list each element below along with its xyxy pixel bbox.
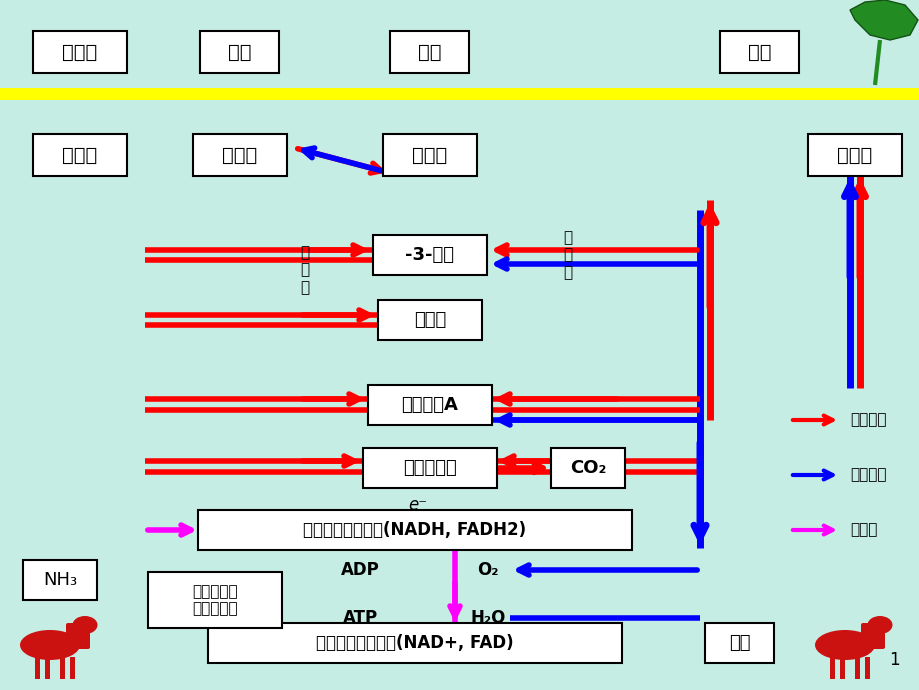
FancyBboxPatch shape	[807, 134, 901, 176]
FancyBboxPatch shape	[368, 385, 492, 425]
Text: 多糖: 多糖	[418, 43, 441, 61]
FancyBboxPatch shape	[208, 623, 621, 663]
Bar	[45, 657, 50, 679]
FancyBboxPatch shape	[705, 623, 774, 663]
Text: 1: 1	[889, 651, 899, 669]
FancyBboxPatch shape	[33, 31, 127, 73]
FancyBboxPatch shape	[382, 134, 476, 176]
Bar	[70, 657, 75, 679]
Bar	[854, 657, 859, 679]
Text: 葡萄糖: 葡萄糖	[412, 146, 448, 164]
Bar	[35, 657, 40, 679]
Text: e⁻: e⁻	[408, 496, 427, 514]
Text: 光能: 光能	[729, 634, 750, 652]
FancyBboxPatch shape	[550, 448, 624, 488]
Text: 糖
异
生: 糖 异 生	[562, 230, 572, 280]
FancyBboxPatch shape	[23, 560, 96, 600]
Text: 脂类: 脂类	[747, 43, 771, 61]
Text: H₂O: H₂O	[470, 609, 505, 627]
FancyBboxPatch shape	[200, 31, 279, 73]
Text: CO₂: CO₂	[569, 459, 606, 477]
FancyBboxPatch shape	[363, 448, 496, 488]
Text: 电子流: 电子流	[849, 522, 877, 538]
Text: 氧化磷酸化
和电子传递: 氧化磷酸化 和电子传递	[192, 584, 237, 616]
Ellipse shape	[814, 630, 874, 660]
Text: 分解途径: 分解途径	[849, 413, 886, 428]
Text: 电子传递体还原型(NADH, FADH2): 电子传递体还原型(NADH, FADH2)	[303, 521, 526, 539]
Bar	[839, 657, 844, 679]
Bar	[829, 657, 834, 679]
Ellipse shape	[867, 616, 891, 634]
Text: 氨基酸: 氨基酸	[62, 146, 97, 164]
Bar	[0, 88, 919, 100]
FancyBboxPatch shape	[33, 134, 127, 176]
FancyBboxPatch shape	[193, 134, 287, 176]
Ellipse shape	[20, 630, 80, 660]
FancyBboxPatch shape	[148, 572, 282, 628]
Text: ATP: ATP	[342, 609, 377, 627]
Text: 糖
酵
解: 糖 酵 解	[301, 245, 309, 295]
Ellipse shape	[73, 616, 97, 634]
Text: NH₃: NH₃	[43, 571, 77, 589]
Bar	[60, 657, 65, 679]
FancyBboxPatch shape	[372, 235, 486, 275]
FancyBboxPatch shape	[378, 300, 482, 340]
Text: 核酸: 核酸	[228, 43, 252, 61]
FancyBboxPatch shape	[720, 31, 799, 73]
Text: 蛋白质: 蛋白质	[62, 43, 97, 61]
Text: ADP: ADP	[340, 561, 379, 579]
Text: 丙酮酸: 丙酮酸	[414, 311, 446, 329]
Text: 核苷酸: 核苷酸	[222, 146, 257, 164]
Text: 三羧酸循环: 三羧酸循环	[403, 459, 457, 477]
FancyBboxPatch shape	[198, 510, 631, 550]
Text: 合成途径: 合成途径	[849, 468, 886, 482]
FancyBboxPatch shape	[860, 623, 884, 649]
Text: 乙酰辅酶A: 乙酰辅酶A	[401, 396, 458, 414]
Bar	[864, 657, 869, 679]
Text: 电子传递体氧化型(NAD+, FAD): 电子传递体氧化型(NAD+, FAD)	[316, 634, 513, 652]
FancyBboxPatch shape	[390, 31, 469, 73]
Polygon shape	[849, 0, 917, 40]
FancyBboxPatch shape	[66, 623, 90, 649]
Text: O₂: O₂	[477, 561, 498, 579]
Text: 脂肪酸: 脂肪酸	[836, 146, 872, 164]
Text: -3-磷酸: -3-磷酸	[405, 246, 454, 264]
